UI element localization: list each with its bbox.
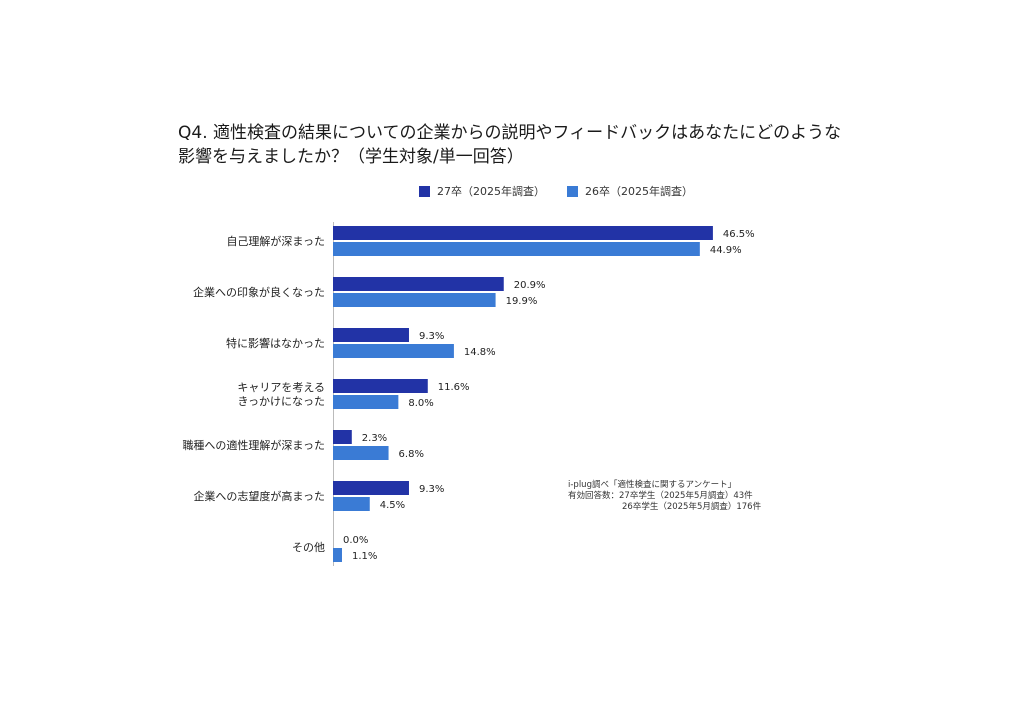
category-label-2: 特に影響はなかった <box>226 336 325 350</box>
legend-item-26: 26卒（2025年調査） <box>567 183 693 199</box>
chart-title-line-2: 影響を与えましたか？（学生対象/単一回答） <box>178 147 524 167</box>
value-label-s0-c0: 46.5% <box>723 229 755 240</box>
category-label-4: 職種への適性理解が深まった <box>182 438 325 452</box>
source-note-line-1: i-plug調べ「適性検査に関するアンケート」 <box>568 480 737 490</box>
legend-label-26: 26卒（2025年調査） <box>585 185 693 198</box>
source-note-line-3: 26卒学生（2025年5月調査）176件 <box>622 502 762 512</box>
bar-s1-c2 <box>333 344 454 358</box>
chart-title: Q4. 適性検査の結果についての企業からの説明やフィードバックはあなたにどのよう… <box>178 121 841 169</box>
value-label-s1-c5: 4.5% <box>380 500 405 511</box>
bar-s0-c2 <box>333 328 409 342</box>
value-label-s0-c4: 2.3% <box>362 433 387 444</box>
bar-s1-c5 <box>333 497 370 511</box>
bar-s1-c0 <box>333 242 700 256</box>
bar-s0-c0 <box>333 226 713 240</box>
category-label-3-0: キャリアを考える <box>237 381 325 394</box>
value-label-s1-c0: 44.9% <box>710 245 742 256</box>
bar-s1-c3 <box>333 395 399 409</box>
bar-s0-c4 <box>333 430 352 444</box>
value-label-s0-c6: 0.0% <box>343 535 368 546</box>
value-label-s0-c3: 11.6% <box>438 382 470 393</box>
bar-s1-c6 <box>333 548 342 562</box>
bar-s0-c1 <box>333 277 504 291</box>
source-note: i-plug調べ「適性検査に関するアンケート」 有効回答数：27卒学生（2025… <box>568 480 761 513</box>
value-label-s1-c3: 8.0% <box>408 398 433 409</box>
value-label-s1-c4: 6.8% <box>399 449 424 460</box>
value-label-s1-c6: 1.1% <box>352 551 377 562</box>
legend-item-27: 27卒（2025年調査） <box>419 183 545 199</box>
bar-s1-c1 <box>333 293 496 307</box>
chart-title-line-1: Q4. 適性検査の結果についての企業からの説明やフィードバックはあなたにどのよう… <box>178 123 842 143</box>
category-label-6: その他 <box>292 541 325 554</box>
value-label-s1-c2: 14.8% <box>464 347 496 358</box>
value-label-s0-c2: 9.3% <box>419 331 444 342</box>
legend-label-27: 27卒（2025年調査） <box>437 185 545 198</box>
category-label-1: 企業への印象が良くなった <box>193 285 325 299</box>
legend: 27卒（2025年調査） 26卒（2025年調査） <box>419 183 715 199</box>
legend-swatch-27 <box>419 185 430 197</box>
value-label-s1-c1: 19.9% <box>506 296 538 307</box>
bar-s1-c4 <box>333 446 389 460</box>
bar-s0-c3 <box>333 379 428 393</box>
bar-s0-c5 <box>333 481 409 495</box>
source-note-line-2: 有効回答数：27卒学生（2025年5月調査）43件 <box>568 491 753 501</box>
legend-swatch-26 <box>567 185 578 197</box>
category-label-5: 企業への志望度が高まった <box>193 489 325 503</box>
value-label-s0-c1: 20.9% <box>514 280 546 291</box>
value-label-s0-c5: 9.3% <box>419 484 444 495</box>
category-label-0: 自己理解が深まった <box>226 234 325 248</box>
category-label-3-1: きっかけになった <box>237 395 325 408</box>
